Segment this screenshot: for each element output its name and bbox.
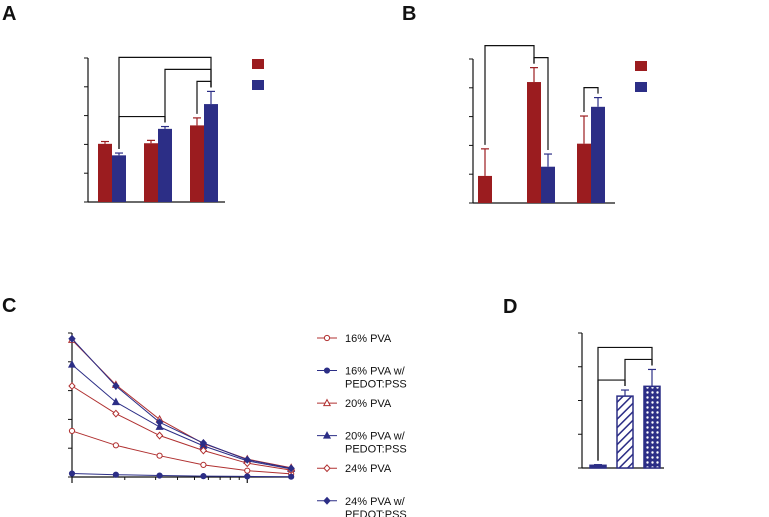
C-data-point-5-5	[287, 464, 295, 473]
C-data-point-4-2	[155, 431, 164, 440]
D-bar-0-0	[589, 464, 607, 469]
C-data-point-3-2	[155, 422, 164, 430]
chart-c-viscosity: 16% PVA 16% PVA w/PEDOT:PSS 20% PVA 20% PVA…	[67, 332, 407, 517]
B-bar-0-1	[527, 82, 541, 203]
A-bar-1-0	[112, 155, 126, 202]
B-bar-1-2	[591, 106, 605, 203]
C-legend-marker	[322, 431, 332, 439]
C-legend-label-4: 24% PVA	[345, 463, 392, 475]
C-data-point-5-0	[68, 334, 76, 343]
C-data-point-1-2	[156, 472, 163, 479]
chart-a-conductivity	[84, 56, 264, 203]
D-bar-0-1	[616, 395, 634, 469]
C-legend-marker	[322, 398, 332, 407]
C-data-point-3-1	[111, 397, 120, 406]
panel-label-d: D	[503, 296, 517, 318]
C-legend-marker	[323, 496, 331, 505]
panel-label-c: C	[2, 295, 16, 317]
C-legend-label-1: 16% PVA w/PEDOT:PSS	[345, 366, 407, 391]
C-data-point-1-3	[200, 473, 207, 480]
A-bar-0-2	[190, 125, 204, 202]
C-legend-marker	[323, 464, 331, 473]
C-data-point-5-3	[199, 438, 208, 448]
C-series-line-3	[71, 364, 292, 470]
D-bar-0-2	[643, 385, 661, 469]
A-legend-swatch	[252, 59, 264, 69]
A-significance-bracket	[118, 56, 212, 150]
C-legend-marker	[323, 367, 331, 374]
C-data-point-0-0	[68, 427, 76, 435]
C-series-line-4	[71, 385, 292, 471]
C-data-point-4-0	[68, 381, 76, 391]
C-data-point-1-0	[68, 470, 76, 477]
C-data-point-1-1	[112, 471, 119, 478]
B-significance-bracket	[583, 86, 599, 113]
panel-label-a: A	[2, 3, 16, 25]
C-data-point-5-2	[155, 418, 164, 427]
panel-label-b: B	[402, 3, 416, 25]
chart-b-contact-angle	[469, 45, 647, 204]
C-series-line-5	[71, 338, 292, 469]
B-legend-swatch	[635, 82, 647, 92]
A-legend-swatch	[252, 80, 264, 90]
C-data-point-0-2	[156, 452, 163, 459]
C-legend-label-2: 20% PVA	[345, 398, 392, 410]
B-bar-0-0	[478, 175, 492, 203]
B-significance-bracket	[484, 45, 535, 145]
C-series-line-2	[71, 339, 292, 469]
C-series-line-0	[71, 430, 292, 475]
A-bar-0-0	[98, 143, 112, 202]
C-legend-label-5: 24% PVA w/PEDOT:PSS	[345, 496, 407, 517]
C-series-line-1	[71, 473, 292, 478]
C-data-point-5-1	[112, 381, 120, 391]
C-data-point-5-4	[243, 455, 251, 464]
C-legend-marker	[323, 334, 331, 342]
C-data-point-0-4	[244, 467, 251, 474]
A-bar-0-1	[144, 143, 158, 202]
A-bar-1-2	[204, 104, 218, 202]
C-data-point-0-3	[200, 461, 207, 469]
A-bar-1-1	[158, 128, 172, 202]
C-data-point-1-5	[288, 473, 295, 480]
D-significance-bracket	[597, 346, 653, 461]
chart-d-yield-stress	[578, 332, 664, 469]
C-data-point-4-3	[199, 446, 208, 455]
C-legend-label-3: 20% PVA w/PEDOT:PSS	[345, 431, 407, 456]
C-data-point-1-4	[244, 473, 251, 480]
D-significance-bracket	[624, 358, 653, 387]
B-legend-swatch	[635, 61, 647, 71]
C-legend-label-0: 16% PVA	[345, 333, 392, 345]
B-bar-0-2	[577, 143, 591, 203]
C-data-point-4-1	[112, 409, 120, 418]
C-data-point-3-0	[67, 360, 77, 368]
C-data-point-0-1	[112, 442, 119, 449]
B-bar-1-1	[541, 166, 555, 203]
